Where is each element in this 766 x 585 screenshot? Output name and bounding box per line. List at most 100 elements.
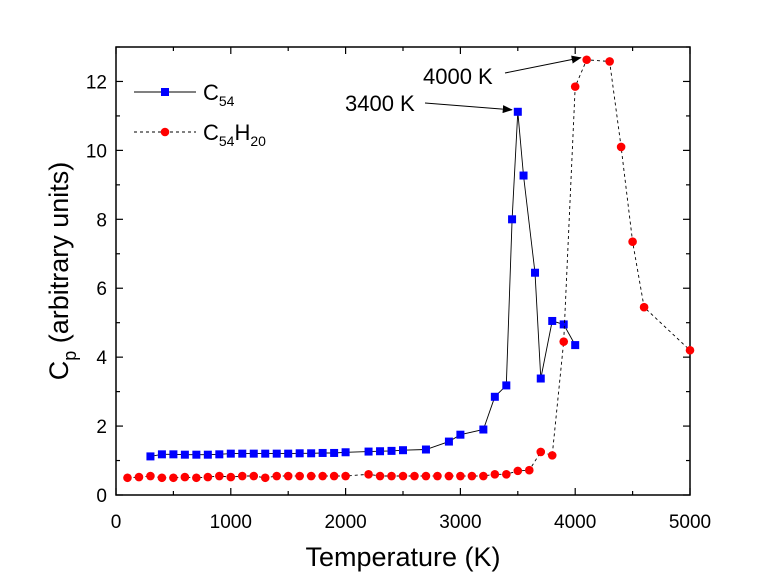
data-point-c54: [508, 215, 517, 224]
annotation-3400-k: 3400 K: [345, 91, 513, 116]
data-point-c54h20: [502, 470, 511, 479]
annotation-arrow: [504, 55, 582, 74]
data-point-c54h20: [249, 471, 259, 481]
data-point-c54: [249, 449, 258, 458]
data-point-c54h20: [341, 471, 350, 481]
annotation-text: 3400 K: [345, 91, 415, 116]
data-point-c54: [295, 449, 304, 458]
data-point-c54: [157, 450, 166, 459]
data-point-c54h20: [375, 471, 385, 481]
data-point-c54: [180, 450, 189, 459]
data-point-c54h20: [410, 471, 419, 481]
data-point-c54h20: [215, 471, 224, 481]
y-tick-label: 10: [86, 141, 107, 162]
data-point-c54h20: [559, 337, 569, 346]
annotation-text: 4000 K: [423, 64, 493, 89]
data-point-c54h20: [306, 471, 316, 481]
data-point-c54: [502, 381, 511, 390]
data-point-c54h20: [685, 345, 695, 355]
data-point-c54h20: [628, 237, 637, 247]
data-point-c54h20: [364, 470, 373, 479]
series-c54h20: [123, 55, 695, 483]
data-point-c54h20: [467, 471, 477, 481]
data-point-c54: [318, 448, 327, 457]
x-tick-label: 2000: [324, 512, 366, 533]
series-line-c54: [150, 111, 576, 457]
data-point-c54: [261, 449, 270, 458]
data-point-c54: [387, 446, 396, 455]
data-point-c54: [284, 449, 293, 458]
data-point-c54: [519, 171, 528, 180]
data-point-c54h20: [444, 471, 454, 481]
data-point-c54: [146, 452, 155, 461]
data-point-c54h20: [329, 471, 339, 481]
data-point-c54h20: [283, 471, 293, 481]
data-point-c54h20: [490, 470, 500, 479]
data-point-c54: [421, 445, 430, 454]
data-point-c54h20: [260, 473, 270, 483]
data-point-c54h20: [318, 471, 327, 481]
data-point-c54h20: [582, 55, 591, 65]
y-axis-title: Cp (arbitrary units): [44, 162, 80, 381]
data-point-c54: [559, 320, 568, 329]
data-point-c54h20: [456, 471, 465, 481]
y-tick-label: 8: [96, 210, 107, 231]
data-point-c54h20: [203, 472, 213, 482]
y-tick-label: 12: [86, 72, 107, 93]
data-point-c54: [192, 450, 201, 459]
legend-marker: [160, 127, 170, 137]
data-point-c54: [571, 341, 580, 350]
data-point-c54h20: [605, 57, 614, 66]
data-point-c54: [330, 448, 339, 457]
data-point-c54h20: [616, 142, 626, 152]
data-point-c54h20: [387, 471, 396, 481]
data-point-c54h20: [295, 471, 304, 481]
data-point-c54: [456, 430, 465, 439]
data-point-c54h20: [134, 472, 144, 482]
y-tick-label: 6: [96, 279, 107, 300]
data-point-c54h20: [421, 471, 431, 481]
data-point-c54h20: [433, 471, 442, 481]
data-point-c54: [215, 450, 224, 459]
data-point-c54h20: [479, 471, 488, 481]
data-point-c54: [169, 450, 178, 459]
data-point-c54: [341, 448, 350, 457]
data-point-c54h20: [157, 473, 167, 483]
data-point-c54h20: [513, 466, 523, 476]
data-point-c54: [490, 392, 499, 401]
data-point-c54h20: [639, 302, 649, 312]
data-point-c54h20: [536, 447, 546, 457]
data-point-c54h20: [524, 465, 534, 475]
y-tick-label: 4: [96, 348, 107, 369]
data-point-c54: [531, 268, 540, 277]
x-tick-label: 0: [111, 512, 122, 533]
x-axis-title: Temperature (K): [305, 542, 500, 572]
data-point-c54h20: [169, 473, 178, 483]
legend-marker: [161, 88, 169, 96]
data-point-c54h20: [547, 451, 557, 460]
data-point-c54h20: [398, 471, 408, 481]
data-point-c54h20: [192, 473, 201, 483]
legend-label: C54H20: [203, 120, 266, 149]
data-point-c54h20: [272, 471, 282, 481]
data-point-c54: [238, 449, 247, 458]
data-point-c54: [548, 316, 557, 325]
data-point-c54: [307, 449, 316, 458]
data-point-c54: [203, 450, 212, 459]
x-tick-label: 3000: [439, 512, 481, 533]
data-point-c54: [272, 449, 281, 458]
x-tick-label: 4000: [554, 512, 596, 533]
data-point-c54: [444, 437, 453, 446]
data-point-c54h20: [123, 473, 132, 483]
series-c54: [146, 107, 580, 461]
data-point-c54h20: [180, 472, 190, 482]
data-point-c54: [513, 107, 522, 116]
annotation-arrow: [424, 102, 513, 114]
legend-entry-c54h20: C54H20: [134, 120, 266, 149]
x-tick-label: 1000: [210, 512, 252, 533]
data-point-c54h20: [237, 471, 247, 481]
data-point-c54: [399, 446, 407, 455]
data-point-c54: [479, 425, 488, 434]
y-tick-label: 2: [96, 417, 107, 438]
